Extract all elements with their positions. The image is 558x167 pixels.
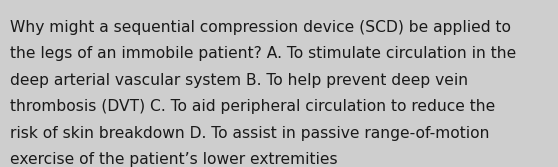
Text: Why might a sequential compression device (SCD) be applied to: Why might a sequential compression devic… <box>10 20 511 35</box>
Text: the legs of an immobile patient? A. To stimulate circulation in the: the legs of an immobile patient? A. To s… <box>10 46 516 61</box>
Text: exercise of the patient’s lower extremities: exercise of the patient’s lower extremit… <box>10 152 338 167</box>
Text: thrombosis (DVT) C. To aid peripheral circulation to reduce the: thrombosis (DVT) C. To aid peripheral ci… <box>10 99 496 114</box>
Text: deep arterial vascular system B. To help prevent deep vein: deep arterial vascular system B. To help… <box>10 73 468 88</box>
Text: risk of skin breakdown D. To assist in passive range-of-motion: risk of skin breakdown D. To assist in p… <box>10 126 489 141</box>
